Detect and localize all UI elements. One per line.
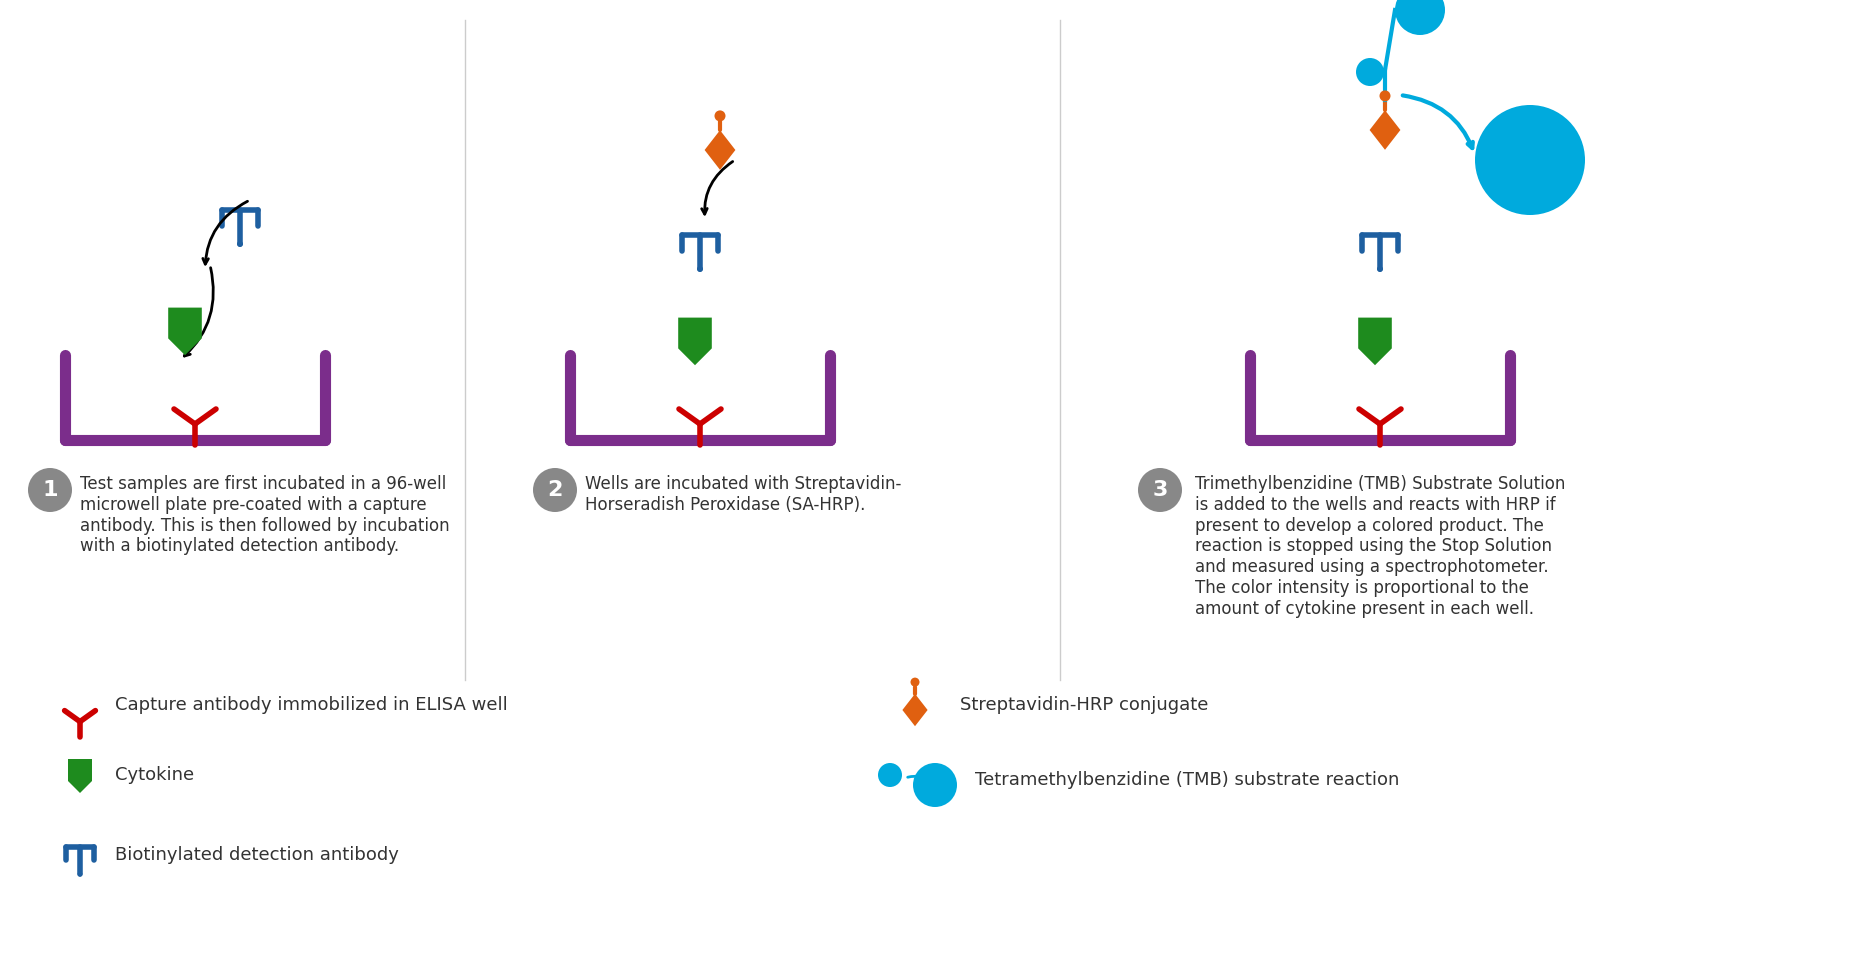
Circle shape [28,468,73,512]
Circle shape [910,678,919,686]
Circle shape [1356,58,1384,86]
Polygon shape [67,759,92,793]
Polygon shape [902,694,928,727]
Circle shape [697,266,702,272]
Circle shape [1379,91,1390,101]
Circle shape [1476,105,1586,215]
Text: Tetramethylbenzidine (TMB) substrate reaction: Tetramethylbenzidine (TMB) substrate rea… [975,771,1399,789]
Text: Wells are incubated with Streptavidin-
Horseradish Peroxidase (SA-HRP).: Wells are incubated with Streptavidin- H… [585,475,902,513]
Circle shape [532,468,577,512]
Polygon shape [1358,317,1392,365]
Text: Streptavidin-HRP conjugate: Streptavidin-HRP conjugate [960,696,1209,714]
Polygon shape [704,130,736,170]
Circle shape [237,241,243,247]
Circle shape [1377,266,1382,272]
Circle shape [913,763,956,807]
Text: Biotinylated detection antibody: Biotinylated detection antibody [116,846,400,864]
Text: Capture antibody immobilized in ELISA well: Capture antibody immobilized in ELISA we… [116,696,508,714]
Text: Trimethylbenzidine (TMB) Substrate Solution
is added to the wells and reacts wit: Trimethylbenzidine (TMB) Substrate Solut… [1196,475,1565,618]
Text: 1: 1 [43,480,58,500]
Text: Test samples are first incubated in a 96-well
microwell plate pre-coated with a : Test samples are first incubated in a 96… [80,475,450,555]
Polygon shape [1369,110,1401,150]
Polygon shape [678,317,712,365]
Circle shape [714,110,725,121]
Circle shape [1395,0,1446,35]
Text: 2: 2 [547,480,562,500]
Text: 3: 3 [1153,480,1168,500]
Circle shape [78,872,82,877]
Text: Cytokine: Cytokine [116,766,194,784]
Circle shape [878,763,902,787]
Polygon shape [168,308,202,356]
Circle shape [1138,468,1182,512]
